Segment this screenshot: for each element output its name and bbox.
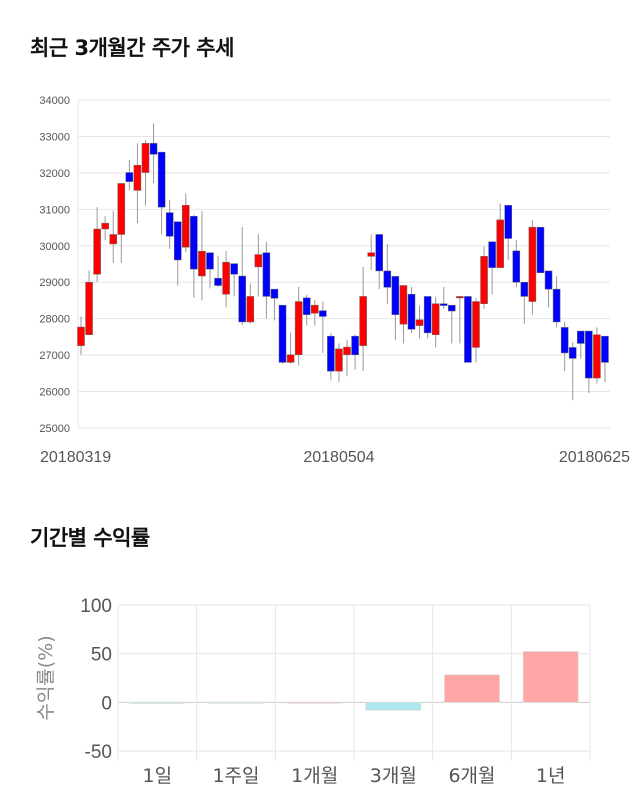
candle-body bbox=[512, 250, 521, 283]
candle-body bbox=[206, 252, 214, 270]
candle-body bbox=[149, 143, 158, 155]
bar bbox=[286, 701, 343, 704]
y-tick-label: 27000 bbox=[39, 350, 70, 362]
candle-body bbox=[157, 151, 166, 208]
bar bbox=[208, 701, 264, 704]
candle-body bbox=[367, 252, 375, 257]
candle-body bbox=[125, 172, 134, 182]
candle-body bbox=[351, 335, 359, 355]
candle-body bbox=[431, 303, 440, 335]
bar bbox=[444, 674, 500, 703]
return-chart-title: 기간별 수익률 bbox=[30, 526, 150, 550]
candle-body bbox=[343, 346, 351, 355]
candle-body bbox=[311, 304, 319, 314]
candle-body bbox=[335, 348, 343, 372]
candle-body bbox=[286, 354, 295, 363]
candle-body bbox=[359, 296, 367, 346]
candle-body bbox=[198, 250, 206, 277]
candle-body bbox=[133, 164, 142, 191]
candle-body bbox=[504, 205, 512, 239]
candle-body bbox=[302, 297, 311, 315]
candle-body bbox=[399, 285, 408, 325]
candle-body bbox=[319, 310, 327, 317]
y-tick-label: 50 bbox=[91, 645, 112, 666]
candle-body bbox=[262, 252, 271, 297]
candle-body bbox=[544, 270, 553, 290]
candle-body bbox=[246, 296, 255, 323]
candle-body bbox=[101, 222, 109, 230]
candle-body bbox=[109, 234, 117, 245]
x-tick-label: 20180504 bbox=[303, 449, 374, 466]
candle-body bbox=[593, 334, 601, 379]
candle-body bbox=[77, 326, 85, 346]
candle-body bbox=[190, 216, 198, 270]
candle-body bbox=[480, 256, 488, 304]
x-tick-label: 1년 bbox=[536, 765, 566, 787]
candle-body bbox=[536, 226, 545, 273]
candle-body bbox=[254, 254, 263, 268]
x-tick-label: 1주일 bbox=[212, 765, 259, 787]
y-tick-label: 25000 bbox=[39, 423, 70, 435]
candle-body bbox=[448, 304, 456, 312]
candle-body bbox=[560, 327, 569, 354]
candle-body bbox=[488, 241, 496, 268]
y-tick-label: 34000 bbox=[39, 95, 70, 107]
candle-body bbox=[93, 228, 101, 275]
bar bbox=[522, 651, 579, 703]
candle-body bbox=[327, 335, 335, 372]
candle-body bbox=[496, 219, 504, 268]
price-chart-title: 최근 3개월간 주가 추세 bbox=[30, 36, 234, 60]
candle-body bbox=[577, 330, 585, 344]
x-tick-label: 20180319 bbox=[40, 449, 111, 466]
x-tick-label: 3개월 bbox=[370, 765, 417, 787]
bar bbox=[129, 701, 186, 704]
candle-body bbox=[472, 301, 480, 348]
y-tick-label: 100 bbox=[80, 596, 112, 617]
candle-body bbox=[568, 347, 577, 359]
bar bbox=[365, 701, 422, 711]
candlestick-chart: 25000 26000 27000 28000 29000 30000 31000 32000… bbox=[39, 95, 630, 466]
candle-body bbox=[165, 212, 174, 237]
candle-body bbox=[173, 221, 182, 261]
candle-body bbox=[601, 335, 609, 363]
candle-body bbox=[391, 276, 400, 315]
candle-body bbox=[528, 226, 537, 302]
candle-body bbox=[407, 293, 416, 330]
candle-body bbox=[383, 270, 392, 288]
y-tick-label: 31000 bbox=[39, 204, 70, 216]
y-axis-label: 수익률(%) bbox=[35, 635, 57, 720]
y-tick-label: 33000 bbox=[39, 131, 70, 143]
x-tick-label: 20180625 bbox=[559, 449, 630, 466]
candle-body bbox=[464, 296, 472, 363]
candle-body bbox=[439, 303, 448, 306]
y-tick-label: 29000 bbox=[39, 277, 70, 289]
candle-body bbox=[85, 281, 93, 335]
candle-body bbox=[270, 288, 279, 299]
candle-body bbox=[520, 281, 529, 297]
y-tick-label: 30000 bbox=[39, 241, 70, 253]
candle-body bbox=[415, 319, 424, 326]
candle-body bbox=[456, 296, 464, 299]
candle-body bbox=[552, 288, 561, 323]
y-tick-label: 32000 bbox=[39, 168, 70, 180]
y-tick-label: 26000 bbox=[39, 387, 70, 399]
candle-body bbox=[222, 261, 230, 295]
x-tick-label: 6개월 bbox=[448, 765, 495, 787]
candle-body bbox=[238, 275, 246, 323]
x-tick-label: 1일 bbox=[143, 765, 173, 787]
candle-body bbox=[182, 205, 190, 248]
candle-body bbox=[375, 234, 384, 272]
candle-body bbox=[423, 296, 432, 334]
y-tick-label: -50 bbox=[85, 742, 112, 763]
y-tick-label: 0 bbox=[101, 693, 112, 714]
candle-body bbox=[294, 301, 303, 355]
x-tick-label: 1개월 bbox=[291, 765, 338, 787]
candle-body bbox=[230, 263, 238, 275]
candle-body bbox=[117, 183, 126, 235]
candle-body bbox=[278, 304, 287, 363]
candle-body bbox=[214, 277, 222, 286]
candle-body bbox=[585, 330, 593, 379]
candle-body bbox=[141, 143, 150, 173]
y-tick-label: 28000 bbox=[39, 314, 70, 326]
